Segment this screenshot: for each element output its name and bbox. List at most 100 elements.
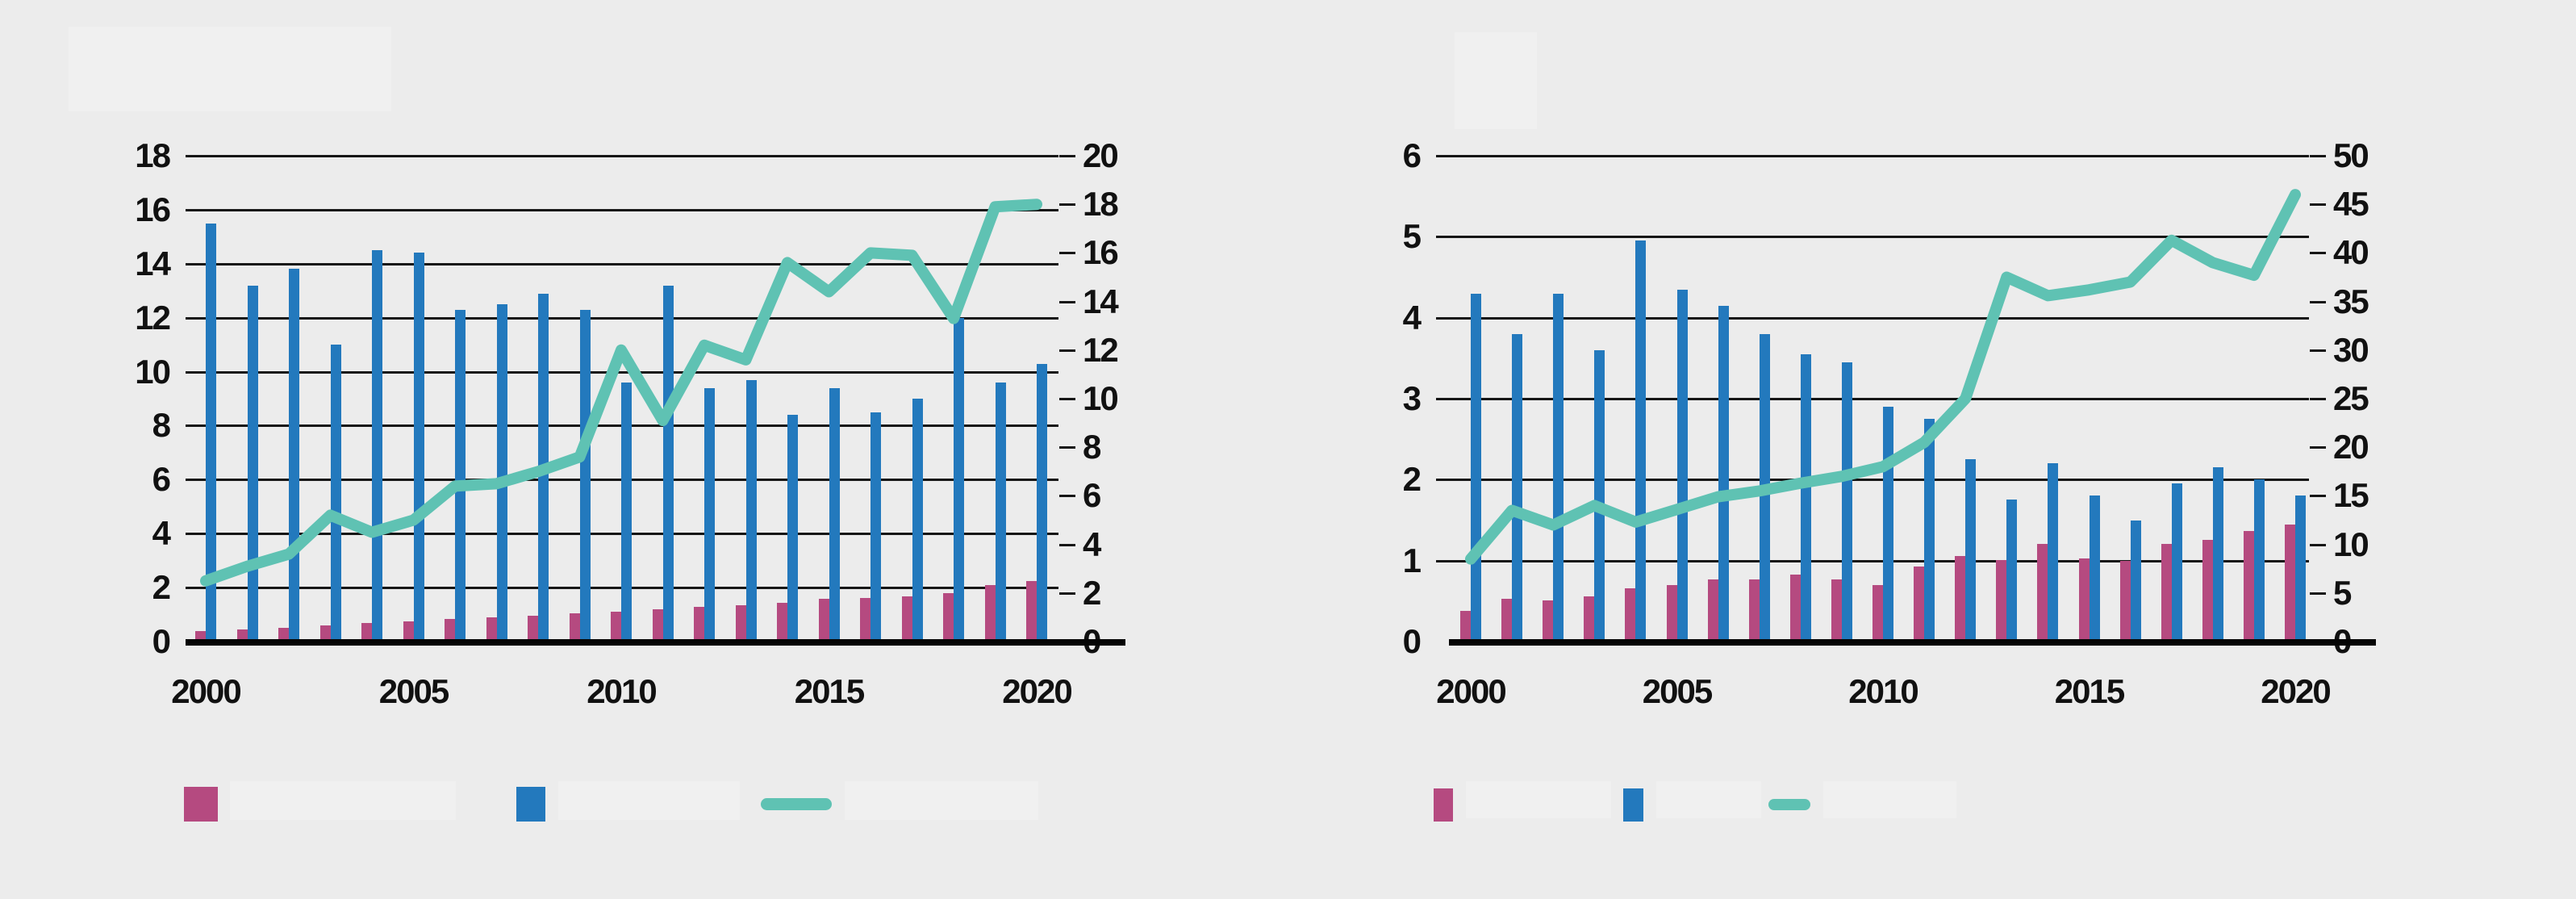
bar-magenta [2161,543,2172,642]
bar-magenta [2202,539,2213,642]
redacted-text-placeholder [845,781,1038,820]
x-axis-line [186,639,1125,646]
bar-blue [621,382,632,642]
gridline [1436,559,2309,562]
bar-magenta [2078,558,2090,642]
y-axis-left-label: 10 [135,352,171,391]
bar-magenta [1543,600,1554,642]
legend-swatch-blue [516,787,545,822]
y-axis-right-label: 2 [1083,573,1101,612]
bar-blue [995,382,1006,642]
bar-magenta [403,621,414,642]
x-axis-label: 2010 [1848,672,1918,710]
bar-blue [745,379,757,642]
y-axis-right-label: 8 [1083,428,1101,466]
bar-magenta [694,607,704,642]
bar-magenta [236,629,248,642]
y-axis-left-label: 18 [135,136,171,174]
bar-blue [1512,333,1523,642]
right-axis-tick [1059,349,1075,352]
legend-swatch-blue [1623,788,1643,822]
bar-blue [2006,500,2018,642]
bar-blue [2212,467,2223,642]
bar-blue [1924,419,1935,642]
trend-line-path [1465,189,2301,565]
bar-magenta [361,622,372,642]
x-axis-label: 2010 [587,672,657,710]
x-axis-label: 2000 [1436,672,1506,710]
bar-blue [1676,289,1688,642]
bar-magenta [486,617,497,642]
bar-blue [1718,305,1729,642]
y-axis-left-label: 0 [152,622,171,660]
bar-magenta [2243,530,2254,642]
bar-magenta [1996,559,2007,642]
legend-swatch-teal-line [761,798,832,810]
y-axis-left-label: 1 [1402,541,1422,579]
bar-magenta [901,596,912,642]
right-axis-tick [1059,446,1075,450]
bar-blue [829,387,840,642]
y-axis-left-label: 12 [135,298,171,337]
trend-line [200,199,1042,587]
bar-magenta [1914,566,1925,642]
bar-blue [1841,362,1852,642]
bar-blue [2130,520,2141,642]
bar-magenta [1584,596,1595,642]
y-axis-left-label: 6 [1402,136,1422,174]
bar-magenta [818,599,829,642]
redacted-text-placeholder [1455,32,1537,129]
y-axis-right-label: 20 [2333,428,2369,466]
bar-magenta [569,613,580,642]
bar-blue [1594,349,1605,642]
y-axis-left-label: 6 [152,460,171,499]
y-axis-right-label: 15 [2333,476,2369,515]
y-axis-right-label: 20 [1083,136,1119,174]
bar-blue [413,253,424,642]
y-axis-right-label: 25 [2333,379,2369,417]
x-axis-label: 2005 [378,672,449,710]
bar-magenta [735,605,746,642]
y-axis-left-label: 5 [1402,217,1422,256]
right-axis-tick [2310,203,2326,207]
bar-magenta [1707,579,1718,642]
bar-blue [579,309,591,642]
x-axis-label: 2005 [1642,672,1713,710]
bar-blue [2253,479,2265,642]
bar-magenta [1625,587,1636,642]
bar-blue [455,309,466,642]
gridline [186,262,1058,266]
bar-magenta [278,627,289,642]
bar-magenta [445,619,455,642]
bar-blue [787,415,798,642]
bar-magenta [984,584,996,642]
legend-swatch-magenta [184,787,218,822]
gridline [186,370,1058,374]
bar-blue [2089,495,2100,642]
gridline [186,208,1058,211]
y-axis-right-label: 50 [2333,136,2369,174]
right-axis-tick [2310,495,2326,498]
bar-blue [1965,459,1977,642]
right-axis-tick [2310,252,2326,255]
y-axis-right-label: 4 [1083,525,1101,563]
bar-blue [496,303,507,642]
bar-magenta [1666,584,1677,642]
y-axis-left-label: 16 [135,190,171,228]
redacted-text-placeholder [1656,781,1761,818]
bar-blue [330,345,341,642]
right-axis-tick [1059,203,1075,207]
bar-magenta [1501,598,1513,642]
bar-magenta [2037,543,2048,642]
redacted-text-placeholder [1466,781,1611,818]
redacted-text-placeholder [558,781,740,820]
redacted-text-placeholder [1823,781,1956,818]
bar-magenta [1873,584,1883,642]
bar-blue [662,285,674,642]
gridline [1436,479,2309,482]
bar-blue [1553,293,1564,642]
gridline [1436,398,2309,400]
y-axis-right-label: 35 [2333,282,2369,320]
bar-magenta [777,602,787,642]
bar-blue [912,399,923,642]
